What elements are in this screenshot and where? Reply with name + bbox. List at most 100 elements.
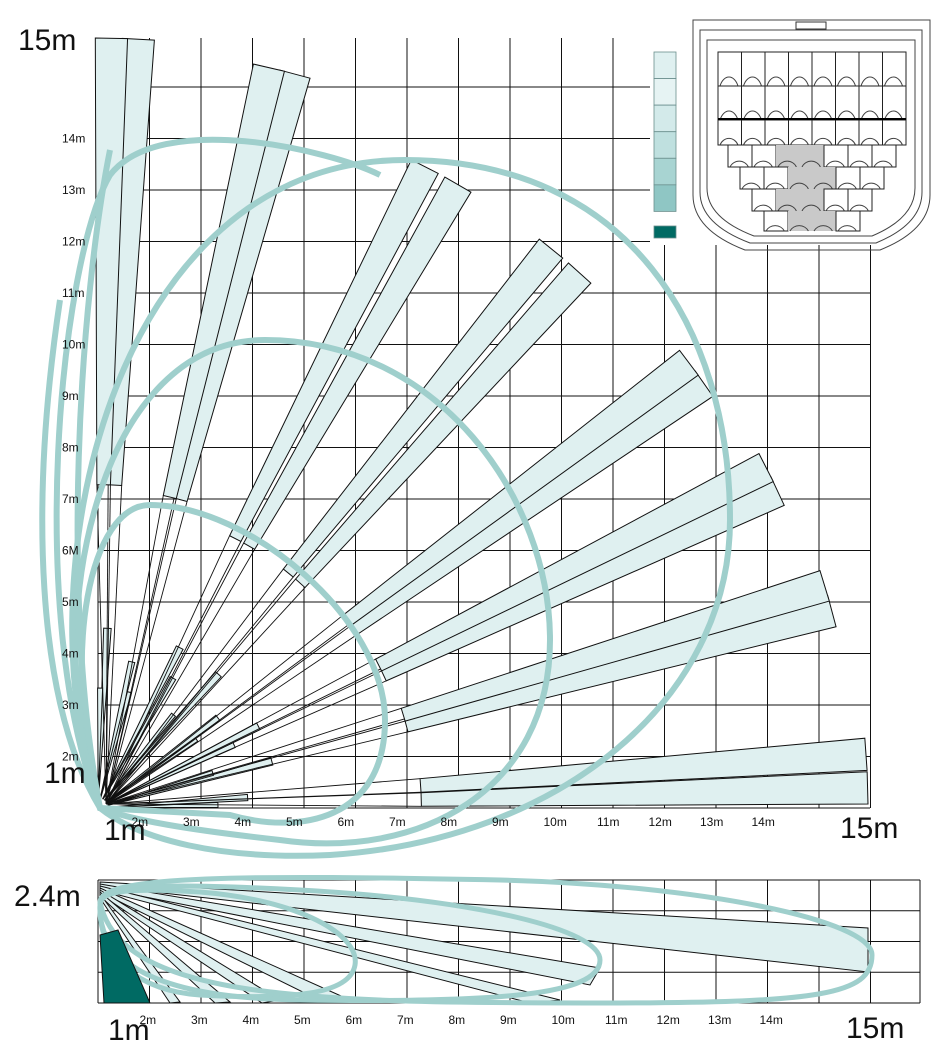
top-x-tick-label: 9m — [492, 815, 509, 829]
top-beam-ray — [105, 670, 382, 805]
top-beam-ray — [105, 541, 242, 805]
sensor-lens-arc — [813, 225, 833, 232]
top-x-tick-label: 4m — [235, 815, 252, 829]
sensor-lens-arc — [766, 76, 786, 87]
sensor-lens-arc — [743, 137, 762, 146]
sensor-lens-segments — [717, 51, 907, 232]
sensor-lens-arc — [861, 182, 881, 190]
sensor-lens-cell — [741, 119, 766, 146]
side-detection-lobe — [97, 874, 875, 1006]
sensor-lens-arc — [837, 76, 856, 87]
top-beam-ray — [105, 495, 164, 805]
top-x-tick-label: 10m — [544, 815, 567, 829]
sensor-lens-arc — [860, 76, 880, 87]
sensor-housing-inner — [699, 29, 923, 244]
top-beam-ray — [105, 634, 357, 805]
sensor-lens-arc — [884, 110, 903, 121]
top-x-tick-label: 3m — [183, 815, 200, 829]
sensor-lens-diagram — [692, 19, 931, 251]
sensor-lens-arc — [766, 137, 786, 146]
sensor-lens-arc — [729, 160, 749, 168]
top-beam-ray — [105, 576, 294, 805]
top-detection-lobe — [72, 336, 554, 847]
top-detection-lobe — [53, 136, 382, 810]
sensor-lens-arc — [753, 204, 773, 212]
sensor-lens-arc — [765, 182, 785, 190]
side-detection-lobe — [97, 887, 358, 1000]
sensor-lens-cell — [741, 85, 766, 121]
side-x-tick-label: 3m — [191, 1013, 208, 1027]
top-y-tick-label: 13m — [62, 183, 85, 197]
top-y-tick-label: 11m — [62, 286, 84, 300]
sensor-lens-cell — [788, 51, 813, 87]
top-beam-ray — [105, 578, 296, 805]
top-x-tick-label: 14m — [752, 815, 775, 829]
top-origin-x-label: 1m — [104, 814, 146, 847]
top-beam-ray — [105, 568, 284, 805]
top-detection-lobe — [78, 501, 389, 826]
legend-swatch — [653, 157, 677, 186]
top-beam-ray — [105, 625, 351, 805]
sensor-lens-arc — [837, 225, 857, 232]
sensor-lens-cell — [812, 167, 836, 189]
sensor-lens-arc — [777, 204, 797, 212]
sensor-lens-cell — [835, 119, 860, 146]
sensor-lens-cell — [741, 51, 766, 87]
shading-legend — [653, 51, 677, 239]
side-origin-x-label: 1m — [108, 1014, 150, 1047]
sensor-lens-arc — [860, 110, 880, 121]
sensor-housing-rim — [706, 39, 916, 237]
side-x-tick-label: 13m — [708, 1013, 731, 1027]
sensor-lens-arc — [801, 160, 821, 168]
sensor-lens-cell — [764, 119, 789, 146]
top-beam-ray — [105, 535, 231, 805]
sensor-lens-cell — [835, 210, 861, 232]
sensor-lens-cell — [788, 85, 813, 121]
top-beam-ray — [105, 501, 188, 805]
top-x-tick-label: 2m — [132, 815, 149, 829]
top-y-tick-label: 10m — [62, 338, 85, 352]
sensor-lens-cell — [764, 85, 789, 121]
sensor-lens-arc — [849, 204, 869, 212]
sensor-lens-arc — [766, 110, 786, 121]
top-x-tick-label: 13m — [700, 815, 723, 829]
side-x-tick-label: 5m — [294, 1013, 311, 1027]
side-view-tick-labels: 2m 3m 4m 5m 6m 7m 8m 9m 10m 11m 12m 13m 14m — [140, 1013, 783, 1027]
sensor-lens-cell — [764, 51, 789, 87]
sensor-lens-arc — [743, 76, 762, 87]
top-x-corner-label: 15m — [840, 812, 898, 845]
sensor-lens-arc — [813, 110, 833, 121]
top-y-tick-label: 4m — [62, 647, 79, 661]
sensor-lens-cell — [776, 189, 800, 211]
side-view-near-zone — [99, 929, 151, 1004]
sensor-lens-cell — [811, 119, 836, 146]
top-beam-ray — [96, 484, 107, 805]
sensor-lens-cell — [811, 85, 836, 121]
top-beam — [400, 569, 830, 722]
top-y-tick-label: 5m — [62, 595, 79, 609]
legend-swatch — [653, 225, 677, 239]
top-y-tick-label: 9m — [62, 389, 79, 403]
sensor-lens-arc — [884, 137, 903, 146]
sensor-lens-cell — [812, 211, 836, 231]
top-x-tick-label: 7m — [389, 815, 406, 829]
top-y-tick-label: 14m — [62, 132, 85, 146]
sensor-lens-cell — [788, 119, 813, 146]
sensor-lens-arc — [860, 137, 880, 146]
sensor-lens-arc — [801, 204, 821, 212]
side-x-tick-label: 9m — [500, 1013, 517, 1027]
sensor-lens-arc — [790, 76, 809, 87]
top-beam-ray — [105, 549, 256, 805]
top-beam-ray — [105, 615, 343, 805]
sensor-lens-arc — [741, 182, 761, 190]
top-y-tick-label: 3m — [62, 698, 79, 712]
top-y-corner-label: 15m — [18, 24, 76, 57]
top-view-plot: 2m 3m 4m 5m 6M 7m 8m 9m 10m 11m 12m 13m 14m 2m 3m 4m 5m 6… — [18, 24, 898, 859]
sensor-lens-cell — [858, 51, 883, 87]
sensor-lens-arc — [789, 225, 809, 232]
sensor-lens-cell — [811, 51, 836, 87]
top-y-tick-label: 8m — [62, 441, 79, 455]
side-x-tick-label: 10m — [552, 1013, 575, 1027]
side-view-beams — [99, 881, 869, 1004]
